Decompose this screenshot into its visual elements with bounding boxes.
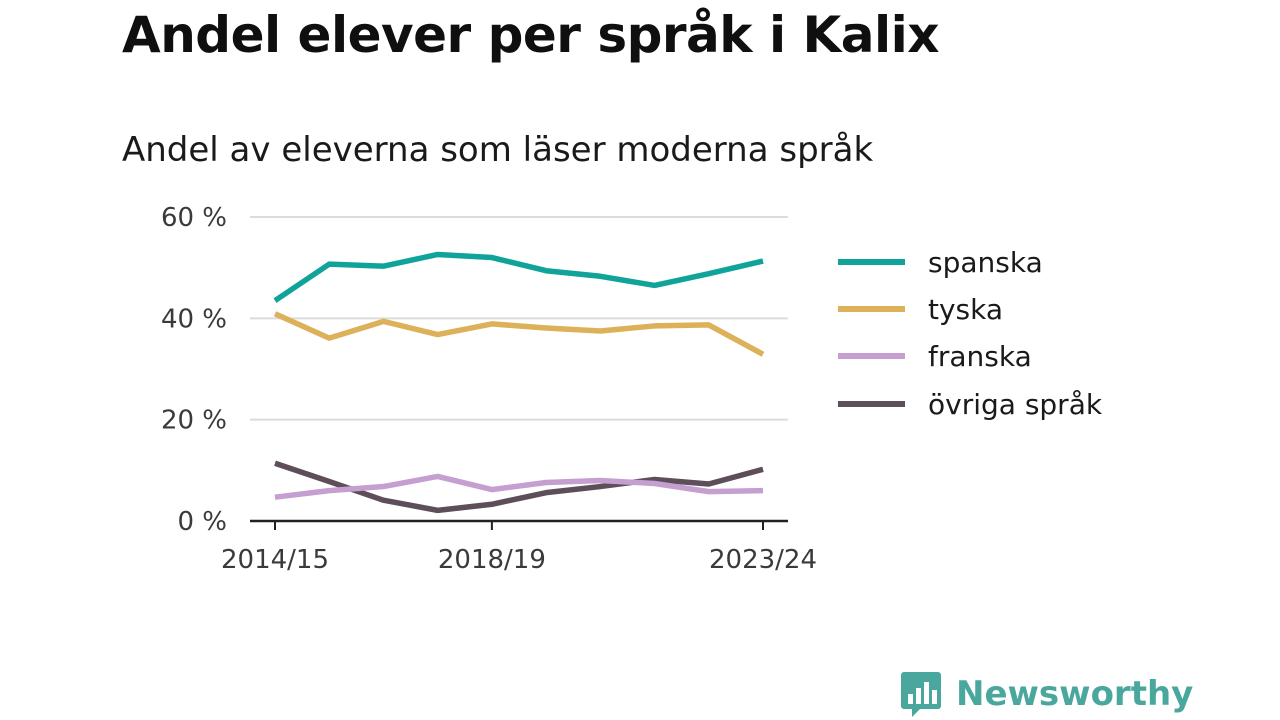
- legend-label: tyska: [928, 293, 1003, 326]
- brand-name: Newsworthy: [956, 674, 1194, 714]
- x-axis: 2014/15 2018/19 2023/24: [221, 519, 817, 575]
- y-tick-label: 40 %: [161, 304, 227, 334]
- chart-title: Andel elever per språk i Kalix: [122, 6, 940, 64]
- y-tick-label: 0 %: [177, 507, 227, 537]
- y-tick-label: 60 %: [161, 203, 227, 233]
- x-tick-label: 2018/19: [438, 545, 546, 575]
- x-tick-label: 2023/24: [709, 545, 817, 575]
- series-lines: [273, 251, 765, 514]
- gridlines: [250, 216, 788, 421]
- legend-label: spanska: [928, 246, 1043, 279]
- chart-subtitle: Andel av eleverna som läser moderna språ…: [122, 130, 874, 170]
- x-tick-label: 2014/15: [221, 545, 329, 575]
- series-line-franska: [274, 473, 764, 500]
- y-axis-ticks: 0 % 20 % 40 % 60 %: [161, 203, 227, 537]
- y-tick-label: 20 %: [161, 406, 227, 436]
- legend-label: franska: [928, 340, 1032, 373]
- legend: spanska tyska franska övriga språk: [838, 246, 1103, 421]
- legend-label: övriga språk: [928, 388, 1103, 421]
- newsworthy-logo: Newsworthy: [900, 670, 1193, 718]
- series-line-spanska: [273, 251, 764, 303]
- bar-chart-bubble-icon: [901, 672, 941, 717]
- series-line-tyska: [273, 311, 765, 357]
